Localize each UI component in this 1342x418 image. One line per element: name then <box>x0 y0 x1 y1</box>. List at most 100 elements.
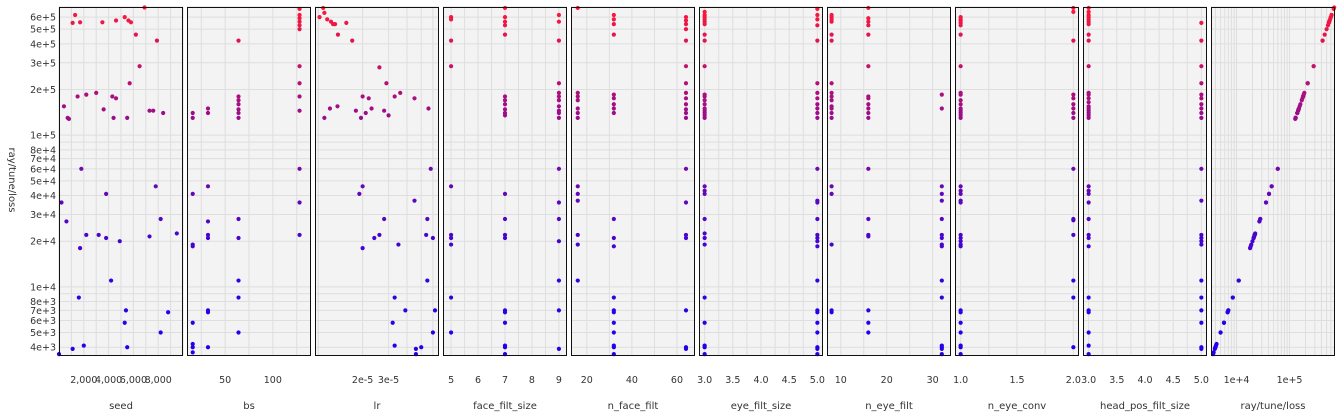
scatter-point <box>1199 38 1204 43</box>
scatter-point <box>151 108 156 113</box>
scatter-point <box>502 15 508 20</box>
scatter-point <box>502 320 508 325</box>
scatter-point <box>297 27 302 32</box>
scatter-point <box>815 320 820 325</box>
scatter-point <box>1199 81 1204 86</box>
scatter-point <box>84 92 89 97</box>
x-tick-label: 5.0 <box>1194 375 1209 386</box>
x-tick-label: 4.0 <box>1137 375 1152 386</box>
scatter-point <box>1199 295 1204 300</box>
scatter-point <box>1199 20 1204 25</box>
scatter-point <box>236 216 241 222</box>
scatter-point <box>122 320 127 325</box>
scatter-point <box>683 346 689 351</box>
scatter-point <box>297 16 302 21</box>
scatter-point <box>702 184 707 189</box>
scatter-point <box>611 235 616 241</box>
scatter-point <box>702 32 707 37</box>
scatter-point <box>958 244 963 249</box>
x-tick-label: 2e-5 <box>352 375 373 386</box>
scatter-point <box>556 104 562 109</box>
scatter-point <box>1086 115 1091 120</box>
scatter-point <box>702 188 707 193</box>
scatter-point <box>1086 310 1091 315</box>
scatter-point <box>1251 235 1256 241</box>
x-tick-label: 4.5 <box>1166 375 1181 386</box>
scatter-point <box>76 295 81 300</box>
scatter-point <box>236 110 241 116</box>
scatter-point <box>77 20 83 25</box>
scatter-point <box>297 12 302 18</box>
scatter-point <box>1250 239 1255 244</box>
scatter-point <box>205 110 211 116</box>
scatter-point <box>611 21 616 27</box>
scatter-point <box>556 90 562 95</box>
scatter-point <box>377 65 382 70</box>
y-tick-label: 7e+4 <box>30 154 56 165</box>
panel-face-filt-size: 5 6 7 8 9 face_filt_size <box>443 5 567 412</box>
scatter-point <box>958 310 963 315</box>
scatter-point <box>190 110 195 116</box>
scatter-point <box>866 216 871 222</box>
scatter-point <box>322 10 327 16</box>
panel-frame <box>827 7 951 356</box>
scatter-point <box>448 235 454 241</box>
scatter-point <box>96 232 101 238</box>
scatter-point <box>829 106 834 111</box>
scatter-point <box>702 38 707 43</box>
scatter-point <box>683 64 689 69</box>
scatter-point <box>1086 232 1091 238</box>
scatter-point <box>190 115 195 120</box>
scatter-point <box>683 38 689 43</box>
scatter-point <box>866 16 871 21</box>
scatter-point <box>683 90 689 95</box>
x-tick-label: 50 <box>219 375 231 386</box>
scatter-point <box>366 96 371 101</box>
scatter-point <box>430 330 436 335</box>
scatter-point <box>502 32 508 37</box>
scatter-point <box>611 102 616 107</box>
x-tick-label: 100 <box>264 375 282 386</box>
scatter-point <box>866 166 871 171</box>
scatter-point <box>815 235 820 241</box>
scatter-point <box>297 23 302 28</box>
scatter-point <box>702 191 707 197</box>
scatter-point <box>939 92 944 97</box>
scatter-point <box>1293 115 1298 120</box>
x-tick-label: 3.0 <box>1081 375 1096 386</box>
x-axis-title: ray/tune/loss <box>1241 401 1306 412</box>
scatter-point <box>448 330 454 335</box>
x-tick-label: 60 <box>671 375 683 386</box>
panel-frame <box>571 7 695 356</box>
scatter-point <box>335 104 340 109</box>
scatter-point <box>958 239 963 244</box>
panel-n-eye-filt: 10 20 30 n_eye_filt <box>827 5 951 412</box>
scatter-point <box>205 184 211 189</box>
scatter-point <box>94 90 99 95</box>
scatter-point <box>683 166 689 171</box>
panel-frame <box>315 7 439 356</box>
y-tick-label: 7e+3 <box>30 306 56 317</box>
panel-background <box>1211 7 1335 356</box>
scatter-point <box>1086 216 1091 222</box>
panel-frame <box>443 7 567 356</box>
scatter-point <box>1071 345 1076 350</box>
y-tick-labels: 4e+3 5e+36e+37e+38e+3 1e+4 2e+4 3e+4 4e+4 5e+4… <box>30 13 56 354</box>
scatter-point <box>360 94 365 99</box>
scatter-point <box>1071 38 1076 43</box>
scatter-point <box>611 17 616 22</box>
panel-frame <box>1083 7 1207 356</box>
scatter-point <box>1086 188 1091 193</box>
panel-head-pos-filt-size: 3.0 3.5 4.0 4.5 5.0 head_pos_filt_size <box>1081 5 1209 412</box>
y-tick-label: 5e+4 <box>30 176 56 187</box>
scatter-point <box>137 64 142 69</box>
scatter-point <box>1086 330 1091 335</box>
scatter-point <box>556 346 562 351</box>
x-tick-label: 7 <box>502 375 508 386</box>
scatter-point <box>104 191 109 197</box>
scatter-point <box>127 81 132 86</box>
scatter-point <box>958 102 963 107</box>
y-tick-label: 1e+4 <box>30 282 56 293</box>
scatter-point <box>390 320 395 325</box>
